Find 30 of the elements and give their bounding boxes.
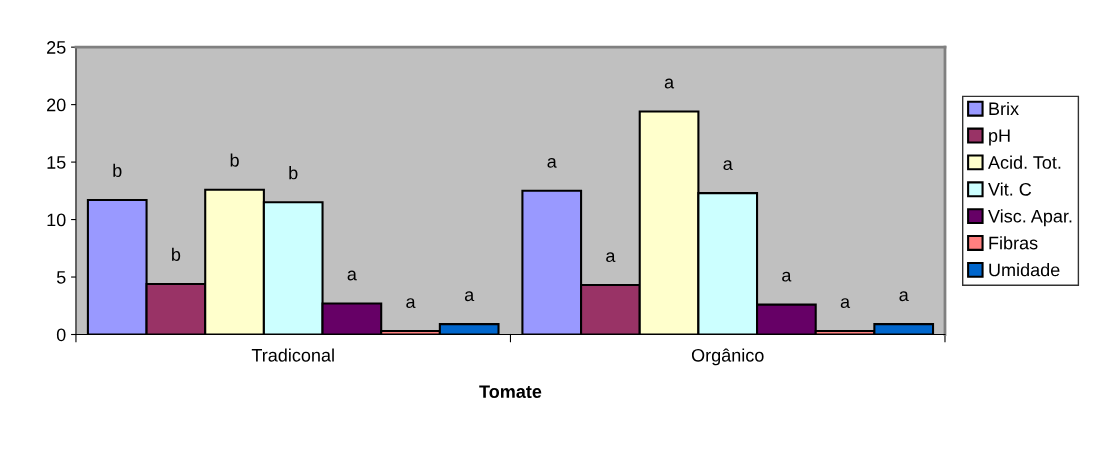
data-label: a xyxy=(664,78,675,89)
x-tick-label: Tradiconal xyxy=(251,348,334,362)
x-axis-title: Tomate xyxy=(479,385,542,398)
data-label: b xyxy=(113,163,122,178)
data-label: a xyxy=(782,271,792,282)
y-tick-label: 20 xyxy=(47,98,66,112)
legend-label: Acid. Tot. xyxy=(988,155,1061,169)
legend-label: Umidade xyxy=(989,263,1060,277)
data-label: a xyxy=(464,291,475,302)
data-label: a xyxy=(347,270,357,281)
y-tick-label: 15 xyxy=(47,156,66,169)
y-tick-label: 0 xyxy=(56,328,66,342)
legend-label: pH xyxy=(989,129,1010,146)
y-tick-label: 5 xyxy=(56,271,66,284)
y-tick-label: 25 xyxy=(47,41,66,54)
data-label: a xyxy=(899,291,909,302)
legend-label: Vit. C xyxy=(988,182,1032,196)
data-label: a xyxy=(840,298,851,309)
y-tick-label: 10 xyxy=(47,213,66,227)
data-label: a xyxy=(547,157,557,168)
data-label: b xyxy=(289,166,298,180)
data-label: b xyxy=(230,153,239,167)
data-label: a xyxy=(606,252,616,263)
data-label: b xyxy=(172,247,181,261)
legend-label: Visc. Apar. xyxy=(988,209,1072,227)
data-label: a xyxy=(723,160,733,171)
x-tick-label: Orgânico xyxy=(691,348,764,366)
data-label: a xyxy=(406,298,416,309)
legend-label: Fibras xyxy=(989,236,1038,250)
legend-label: Brix xyxy=(989,101,1019,115)
